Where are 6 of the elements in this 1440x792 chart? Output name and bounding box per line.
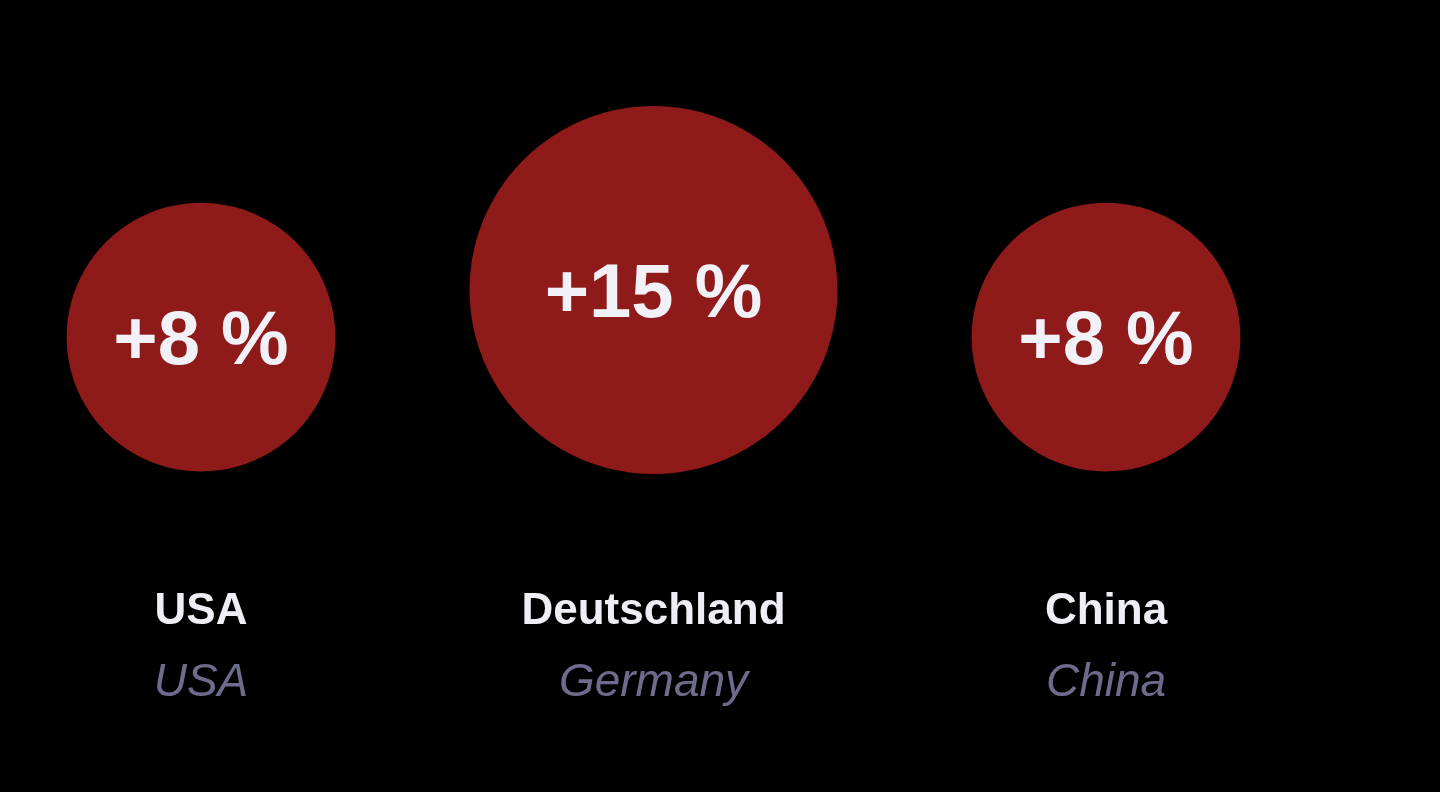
category-label: Deutschland Germany: [521, 583, 786, 706]
category-label: China China: [1044, 583, 1168, 706]
data-label: +8 %: [113, 294, 289, 380]
data-label: +8 %: [1018, 294, 1194, 380]
category-label: USA USA: [153, 583, 249, 706]
data-label: +15 %: [544, 247, 763, 333]
